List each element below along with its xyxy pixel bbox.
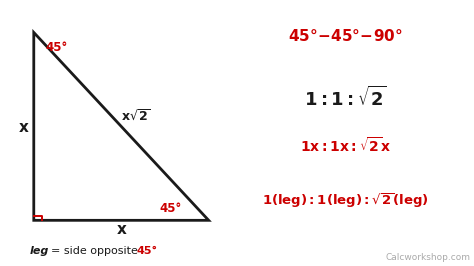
Text: x: x — [18, 120, 28, 135]
Text: 45°: 45° — [159, 202, 181, 215]
Text: $\bf{1}x : \bf{1}x : \sqrt{\bf{2}}x$: $\bf{1}x : \bf{1}x : \sqrt{\bf{2}}x$ — [301, 136, 391, 155]
Text: 45°: 45° — [46, 40, 68, 53]
Text: $\bf{1 : 1 : \sqrt{2}}$: $\bf{1 : 1 : \sqrt{2}}$ — [304, 85, 387, 110]
Text: $\bf{45°\!-\!45°\!-\!90°}$: $\bf{45°\!-\!45°\!-\!90°}$ — [288, 28, 403, 44]
Text: leg: leg — [30, 246, 49, 256]
Text: $\bf{1}(leg) : \bf{1}(leg) : \sqrt{\bf{2}}(leg)$: $\bf{1}(leg) : \bf{1}(leg) : \sqrt{\bf{2… — [263, 191, 429, 210]
Text: 45°: 45° — [137, 246, 157, 256]
Text: Calcworkshop.com: Calcworkshop.com — [386, 253, 471, 262]
Text: x: x — [116, 222, 126, 237]
Text: = side opposite: = side opposite — [51, 246, 138, 256]
Text: $\mathbf{x}\sqrt{\mathbf{2}}$: $\mathbf{x}\sqrt{\mathbf{2}}$ — [121, 108, 151, 123]
